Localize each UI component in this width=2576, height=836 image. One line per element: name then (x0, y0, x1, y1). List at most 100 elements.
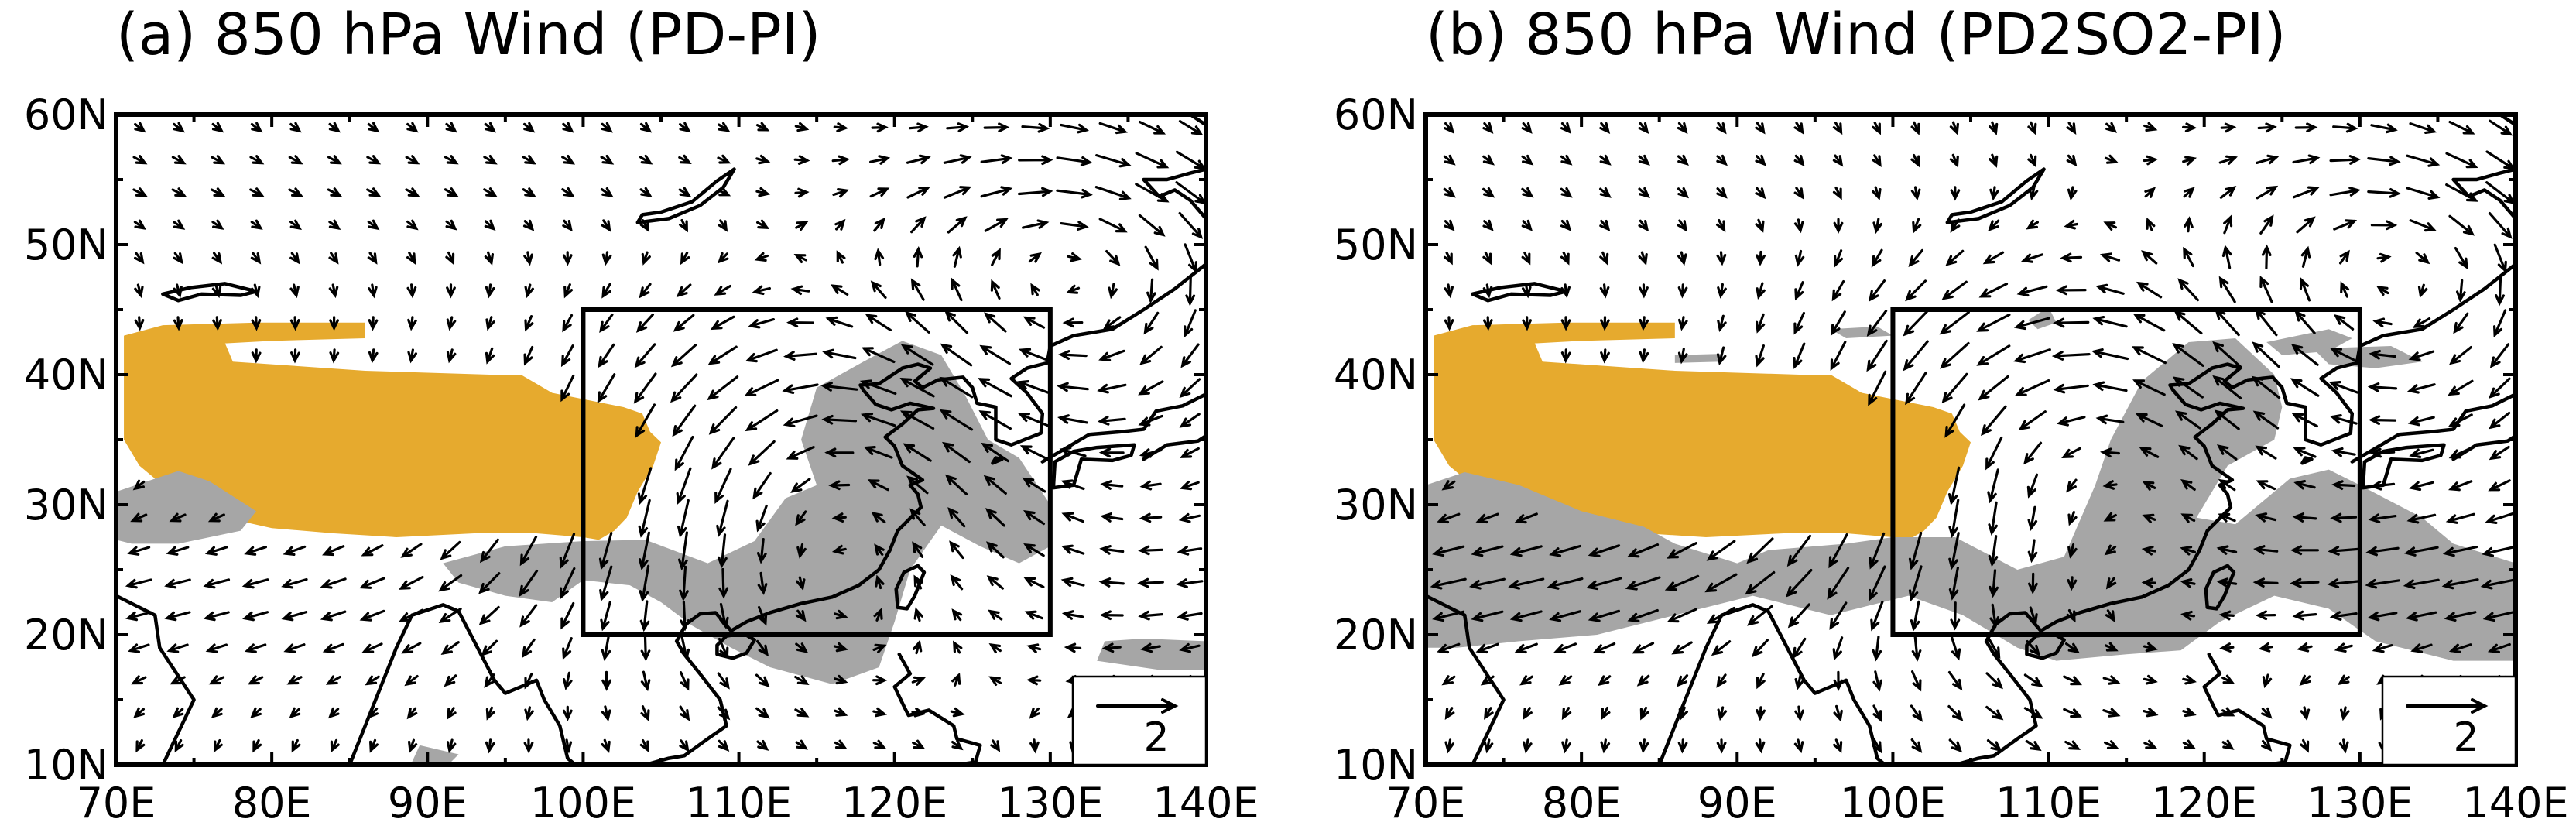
wind-vector (680, 601, 690, 632)
wind-vector (2221, 245, 2232, 269)
wind-vector (327, 707, 340, 719)
wind-vector (755, 504, 768, 533)
wind-vector (1988, 501, 1998, 536)
wind-vector (2180, 610, 2196, 621)
wind-vector (2182, 156, 2197, 166)
panel-a-title: (a) 850 hPa Wind (PD-PI) (116, 2, 820, 68)
wind-vector (2175, 410, 2201, 430)
wind-vector (174, 739, 184, 753)
wind-vector (1976, 314, 2011, 332)
wind-vector (793, 253, 807, 263)
wind-vector (639, 219, 650, 233)
wind-vector (2444, 611, 2477, 622)
wind-vector (978, 378, 1012, 398)
wind-vector (2219, 642, 2235, 653)
coastline (635, 167, 736, 224)
wind-vector (980, 186, 1013, 198)
wind-vector (1560, 154, 1573, 166)
wind-vector (676, 283, 692, 298)
wind-vector (446, 348, 457, 364)
wind-vector (1100, 512, 1124, 522)
wind-vector (2292, 154, 2321, 165)
wind-vector (366, 187, 382, 197)
wind-vector (2182, 674, 2197, 685)
wind-vector (1638, 122, 1649, 135)
wind-vector (1482, 283, 1493, 299)
wind-vector (2406, 154, 2441, 167)
wind-vector (1061, 610, 1084, 620)
wind-vector (2021, 253, 2043, 263)
wind-vector (1443, 154, 1456, 166)
wind-vector (519, 604, 538, 628)
wind-vector (2219, 186, 2237, 199)
wind-vector (484, 122, 497, 133)
wind-vector (793, 155, 810, 165)
wind-vector (1523, 707, 1533, 720)
wind-vector (1872, 704, 1882, 723)
wind-vector (1752, 639, 1769, 658)
wind-vector (2448, 447, 2472, 459)
wind-vector (1711, 640, 1732, 656)
wind-vector (1430, 577, 1467, 590)
wind-vector (756, 639, 769, 657)
wind-vector (1560, 348, 1571, 364)
wind-vector (1872, 738, 1882, 754)
wind-vector (1941, 280, 1968, 300)
wind-vector (524, 283, 534, 299)
wind-vector (251, 348, 262, 364)
wind-vector (1021, 122, 1050, 133)
wind-vector (166, 546, 190, 556)
wind-vector (875, 574, 885, 590)
wind-vector (211, 283, 222, 299)
wind-vector (522, 155, 536, 165)
wind-vector (912, 541, 924, 558)
wind-vector (250, 122, 263, 133)
wind-vector (2415, 252, 2430, 265)
wind-vector (440, 540, 461, 560)
wind-vector (2091, 348, 2129, 361)
wind-vector (2339, 249, 2350, 265)
wind-vector (1870, 600, 1884, 632)
wind-vector (2103, 512, 2117, 522)
wind-vector (2028, 572, 2038, 594)
wind-vector (1910, 186, 1921, 201)
wind-vector (795, 739, 808, 750)
wind-vector (2370, 220, 2398, 231)
wind-vector (861, 347, 896, 364)
wind-vector (485, 738, 495, 754)
wind-vector (711, 437, 735, 470)
wind-vector (2095, 414, 2125, 425)
wind-vector (2146, 217, 2156, 231)
wind-vector (870, 280, 887, 299)
analysis-box-layer-a (581, 307, 1053, 637)
wind-vector (943, 154, 972, 164)
wind-vector (635, 403, 656, 438)
wind-vector (2292, 610, 2317, 621)
wind-vector (707, 375, 739, 401)
wind-vector (795, 510, 807, 526)
wind-vector (1869, 279, 1886, 302)
wind-vector (1560, 122, 1571, 134)
wind-vector (872, 675, 888, 686)
wind-vector (758, 605, 768, 626)
wind-vector (2143, 155, 2158, 166)
wind-vector (640, 670, 651, 692)
wind-vector (2066, 478, 2078, 493)
wind-vector (834, 609, 848, 620)
wind-vector (125, 578, 152, 589)
wind-vector (2489, 343, 2510, 368)
wind-vector (134, 252, 145, 265)
wind-vector (2327, 578, 2360, 588)
wind-vector (1910, 121, 1920, 135)
wind-vector (1560, 251, 1570, 266)
wind-vector (2102, 675, 2121, 685)
wind-vector (1066, 284, 1081, 294)
wind-vector (562, 251, 573, 266)
wind-vector (1951, 636, 1961, 661)
wind-vector (755, 707, 770, 719)
wind-vector (2370, 123, 2398, 134)
wind-vector (523, 345, 534, 366)
wind-vector (2132, 314, 2166, 332)
wind-vector (1717, 283, 1727, 299)
wind-vector (1475, 512, 1499, 524)
